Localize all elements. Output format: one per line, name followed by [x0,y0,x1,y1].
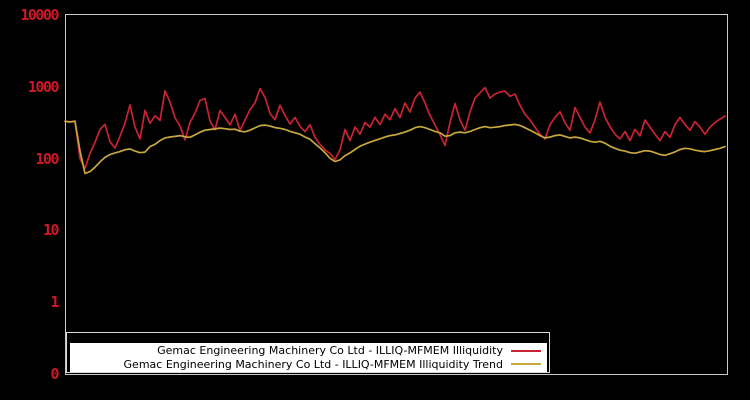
y-tick-label: 10 [42,221,60,239]
legend-line-sample-red [511,349,541,352]
legend-frame [66,332,550,373]
series-line [64,86,726,170]
legend: Gemac Engineering Machinery Co Ltd - ILL… [70,343,547,372]
legend-entry: Gemac Engineering Machinery Co Ltd - ILL… [70,358,541,371]
legend-line-sample-yellow [511,363,541,366]
plot-frame [65,14,728,375]
series-lines [64,86,726,175]
legend-entry: Gemac Engineering Machinery Co Ltd - ILL… [70,344,541,357]
legend-label-illiquidity-trend: Gemac Engineering Machinery Co Ltd - ILL… [123,357,503,371]
y-tick-label: 0 [50,365,59,383]
y-tick-label: 1000 [27,78,60,96]
series-line [64,120,726,175]
y-tick-label: 100 [35,150,59,168]
y-tick-label: 10000 [20,6,59,24]
y-tick-label: 1 [50,293,59,311]
legend-label-illiquidity: Gemac Engineering Machinery Co Ltd - ILL… [157,344,503,358]
